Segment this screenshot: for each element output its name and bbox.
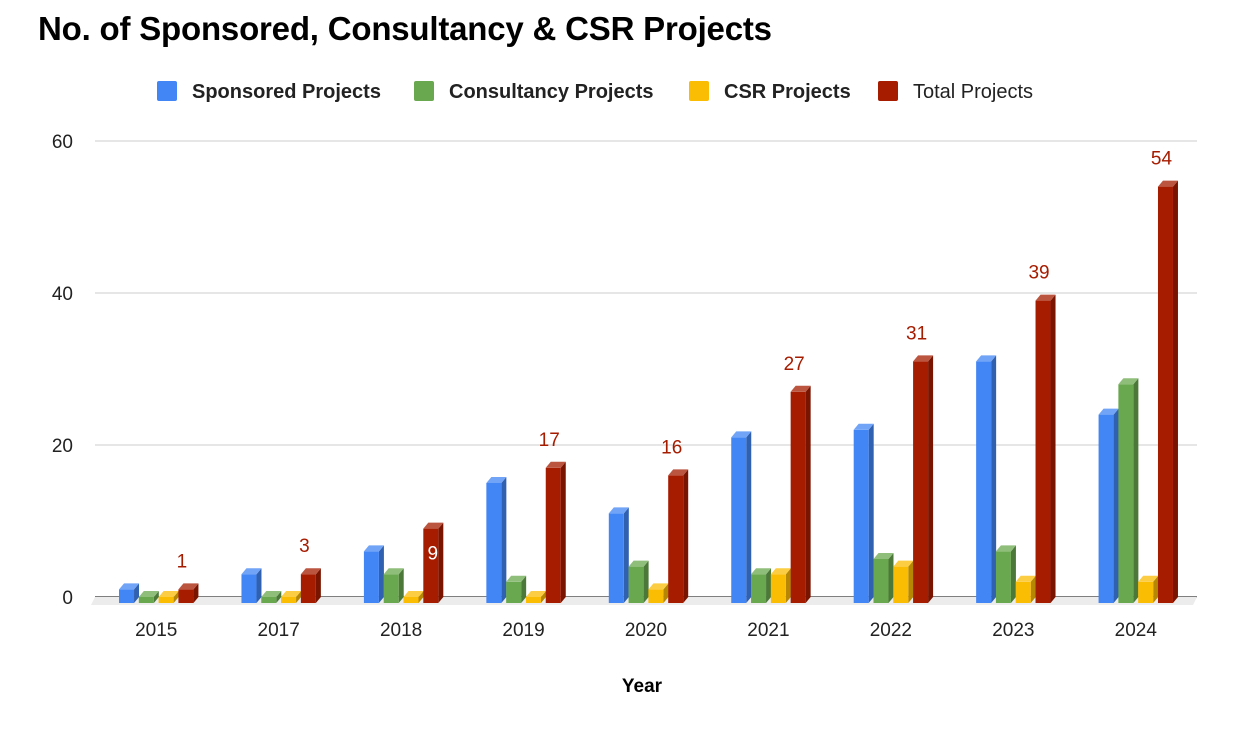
legend-label: Consultancy Projects bbox=[449, 81, 654, 103]
bar-consultancy-projects-2017 bbox=[261, 591, 282, 603]
bar-sponsored-projects-2020 bbox=[608, 507, 629, 603]
legend-swatch bbox=[689, 81, 709, 101]
data-label-total-2022: 31 bbox=[906, 323, 927, 344]
bar-total-projects-2019 bbox=[545, 461, 566, 603]
y-tick-label: 20 bbox=[52, 436, 73, 457]
bar-sponsored-projects-2019 bbox=[486, 477, 507, 603]
legend-item-csr-projects: CSR Projects bbox=[689, 81, 851, 103]
bar-total-projects-2024 bbox=[1157, 180, 1178, 603]
bar-sponsored-projects-2017 bbox=[241, 568, 262, 603]
data-label-total-2015: 1 bbox=[177, 551, 188, 572]
x-tick-label: 2020 bbox=[625, 620, 667, 641]
legend-item-sponsored-projects: Sponsored Projects bbox=[157, 81, 381, 103]
legend-swatch bbox=[157, 81, 177, 101]
bar-csr-projects-2021 bbox=[770, 568, 791, 603]
bar-consultancy-projects-2021 bbox=[751, 568, 772, 603]
bar-consultancy-projects-2018 bbox=[383, 568, 404, 603]
data-label-total-2017: 3 bbox=[299, 536, 310, 557]
bar-consultancy-projects-2024 bbox=[1118, 378, 1139, 603]
legend-label: CSR Projects bbox=[724, 81, 851, 103]
legend: Sponsored Projects Consultancy Projects CS… bbox=[157, 81, 1033, 103]
x-axis: 2015 2017 2018 2019 2020 2021 2022 2023 2024 bbox=[135, 620, 1157, 641]
legend-swatch bbox=[878, 81, 898, 101]
bar-sponsored-projects-2024 bbox=[1098, 408, 1119, 603]
x-tick-label: 2015 bbox=[135, 620, 177, 641]
y-tick-label: 60 bbox=[52, 132, 73, 153]
bar-consultancy-projects-2020 bbox=[628, 560, 649, 603]
x-tick-label: 2023 bbox=[992, 620, 1034, 641]
x-tick-label: 2018 bbox=[380, 620, 422, 641]
bar-csr-projects-2024 bbox=[1138, 575, 1159, 603]
bar-total-projects-2022 bbox=[913, 355, 934, 603]
bar-csr-projects-2018 bbox=[403, 591, 424, 603]
bar-total-projects-2017 bbox=[300, 568, 321, 603]
grid-lines bbox=[95, 140, 1197, 598]
legend-item-total-projects: Total Projects bbox=[878, 81, 1033, 103]
legend-item-consultancy-projects: Consultancy Projects bbox=[414, 81, 654, 103]
legend-label: Total Projects bbox=[913, 81, 1033, 103]
bar-csr-projects-2019 bbox=[525, 591, 546, 603]
bar-csr-projects-2017 bbox=[281, 591, 302, 603]
x-tick-label: 2021 bbox=[747, 620, 789, 641]
bar-total-projects-2015 bbox=[178, 583, 199, 603]
x-tick-label: 2024 bbox=[1115, 620, 1158, 641]
data-label-total-2019: 17 bbox=[539, 430, 560, 451]
data-label-total-2018: 9 bbox=[428, 544, 439, 565]
data-label-total-2023: 39 bbox=[1028, 263, 1049, 284]
y-tick-label: 0 bbox=[62, 588, 73, 609]
bar-total-projects-2023 bbox=[1035, 294, 1056, 603]
bar-sponsored-projects-2018 bbox=[363, 545, 384, 603]
bar-consultancy-projects-2015 bbox=[138, 591, 159, 603]
data-label-total-2021: 27 bbox=[784, 354, 805, 375]
legend-swatch bbox=[414, 81, 434, 101]
bar-sponsored-projects-2023 bbox=[976, 355, 997, 603]
x-tick-label: 2019 bbox=[502, 620, 544, 641]
bar-consultancy-projects-2022 bbox=[873, 553, 894, 603]
y-axis: 0 20 40 60 bbox=[52, 132, 73, 609]
bar-total-projects-2021 bbox=[790, 385, 811, 603]
bar-consultancy-projects-2019 bbox=[506, 575, 527, 603]
bar-sponsored-projects-2015 bbox=[119, 583, 140, 603]
legend-label: Sponsored Projects bbox=[192, 81, 381, 103]
data-label-total-2024: 54 bbox=[1151, 149, 1173, 170]
x-axis-title: Year bbox=[622, 676, 663, 697]
data-label-total-2020: 16 bbox=[661, 437, 682, 458]
bar-csr-projects-2022 bbox=[893, 560, 914, 603]
bar-csr-projects-2020 bbox=[648, 583, 669, 603]
x-tick-label: 2022 bbox=[870, 620, 912, 641]
bar-csr-projects-2023 bbox=[1015, 575, 1036, 603]
bar-sponsored-projects-2021 bbox=[731, 431, 752, 603]
x-tick-label: 2017 bbox=[258, 620, 300, 641]
y-tick-label: 40 bbox=[52, 284, 73, 305]
bar-consultancy-projects-2023 bbox=[995, 545, 1016, 603]
bars bbox=[119, 180, 1178, 603]
bar-total-projects-2018 bbox=[423, 522, 444, 603]
chart-title: No. of Sponsored, Consultancy & CSR Proj… bbox=[38, 10, 772, 47]
bar-csr-projects-2015 bbox=[158, 591, 179, 603]
bar-total-projects-2020 bbox=[668, 469, 689, 603]
bar-sponsored-projects-2022 bbox=[853, 423, 874, 603]
